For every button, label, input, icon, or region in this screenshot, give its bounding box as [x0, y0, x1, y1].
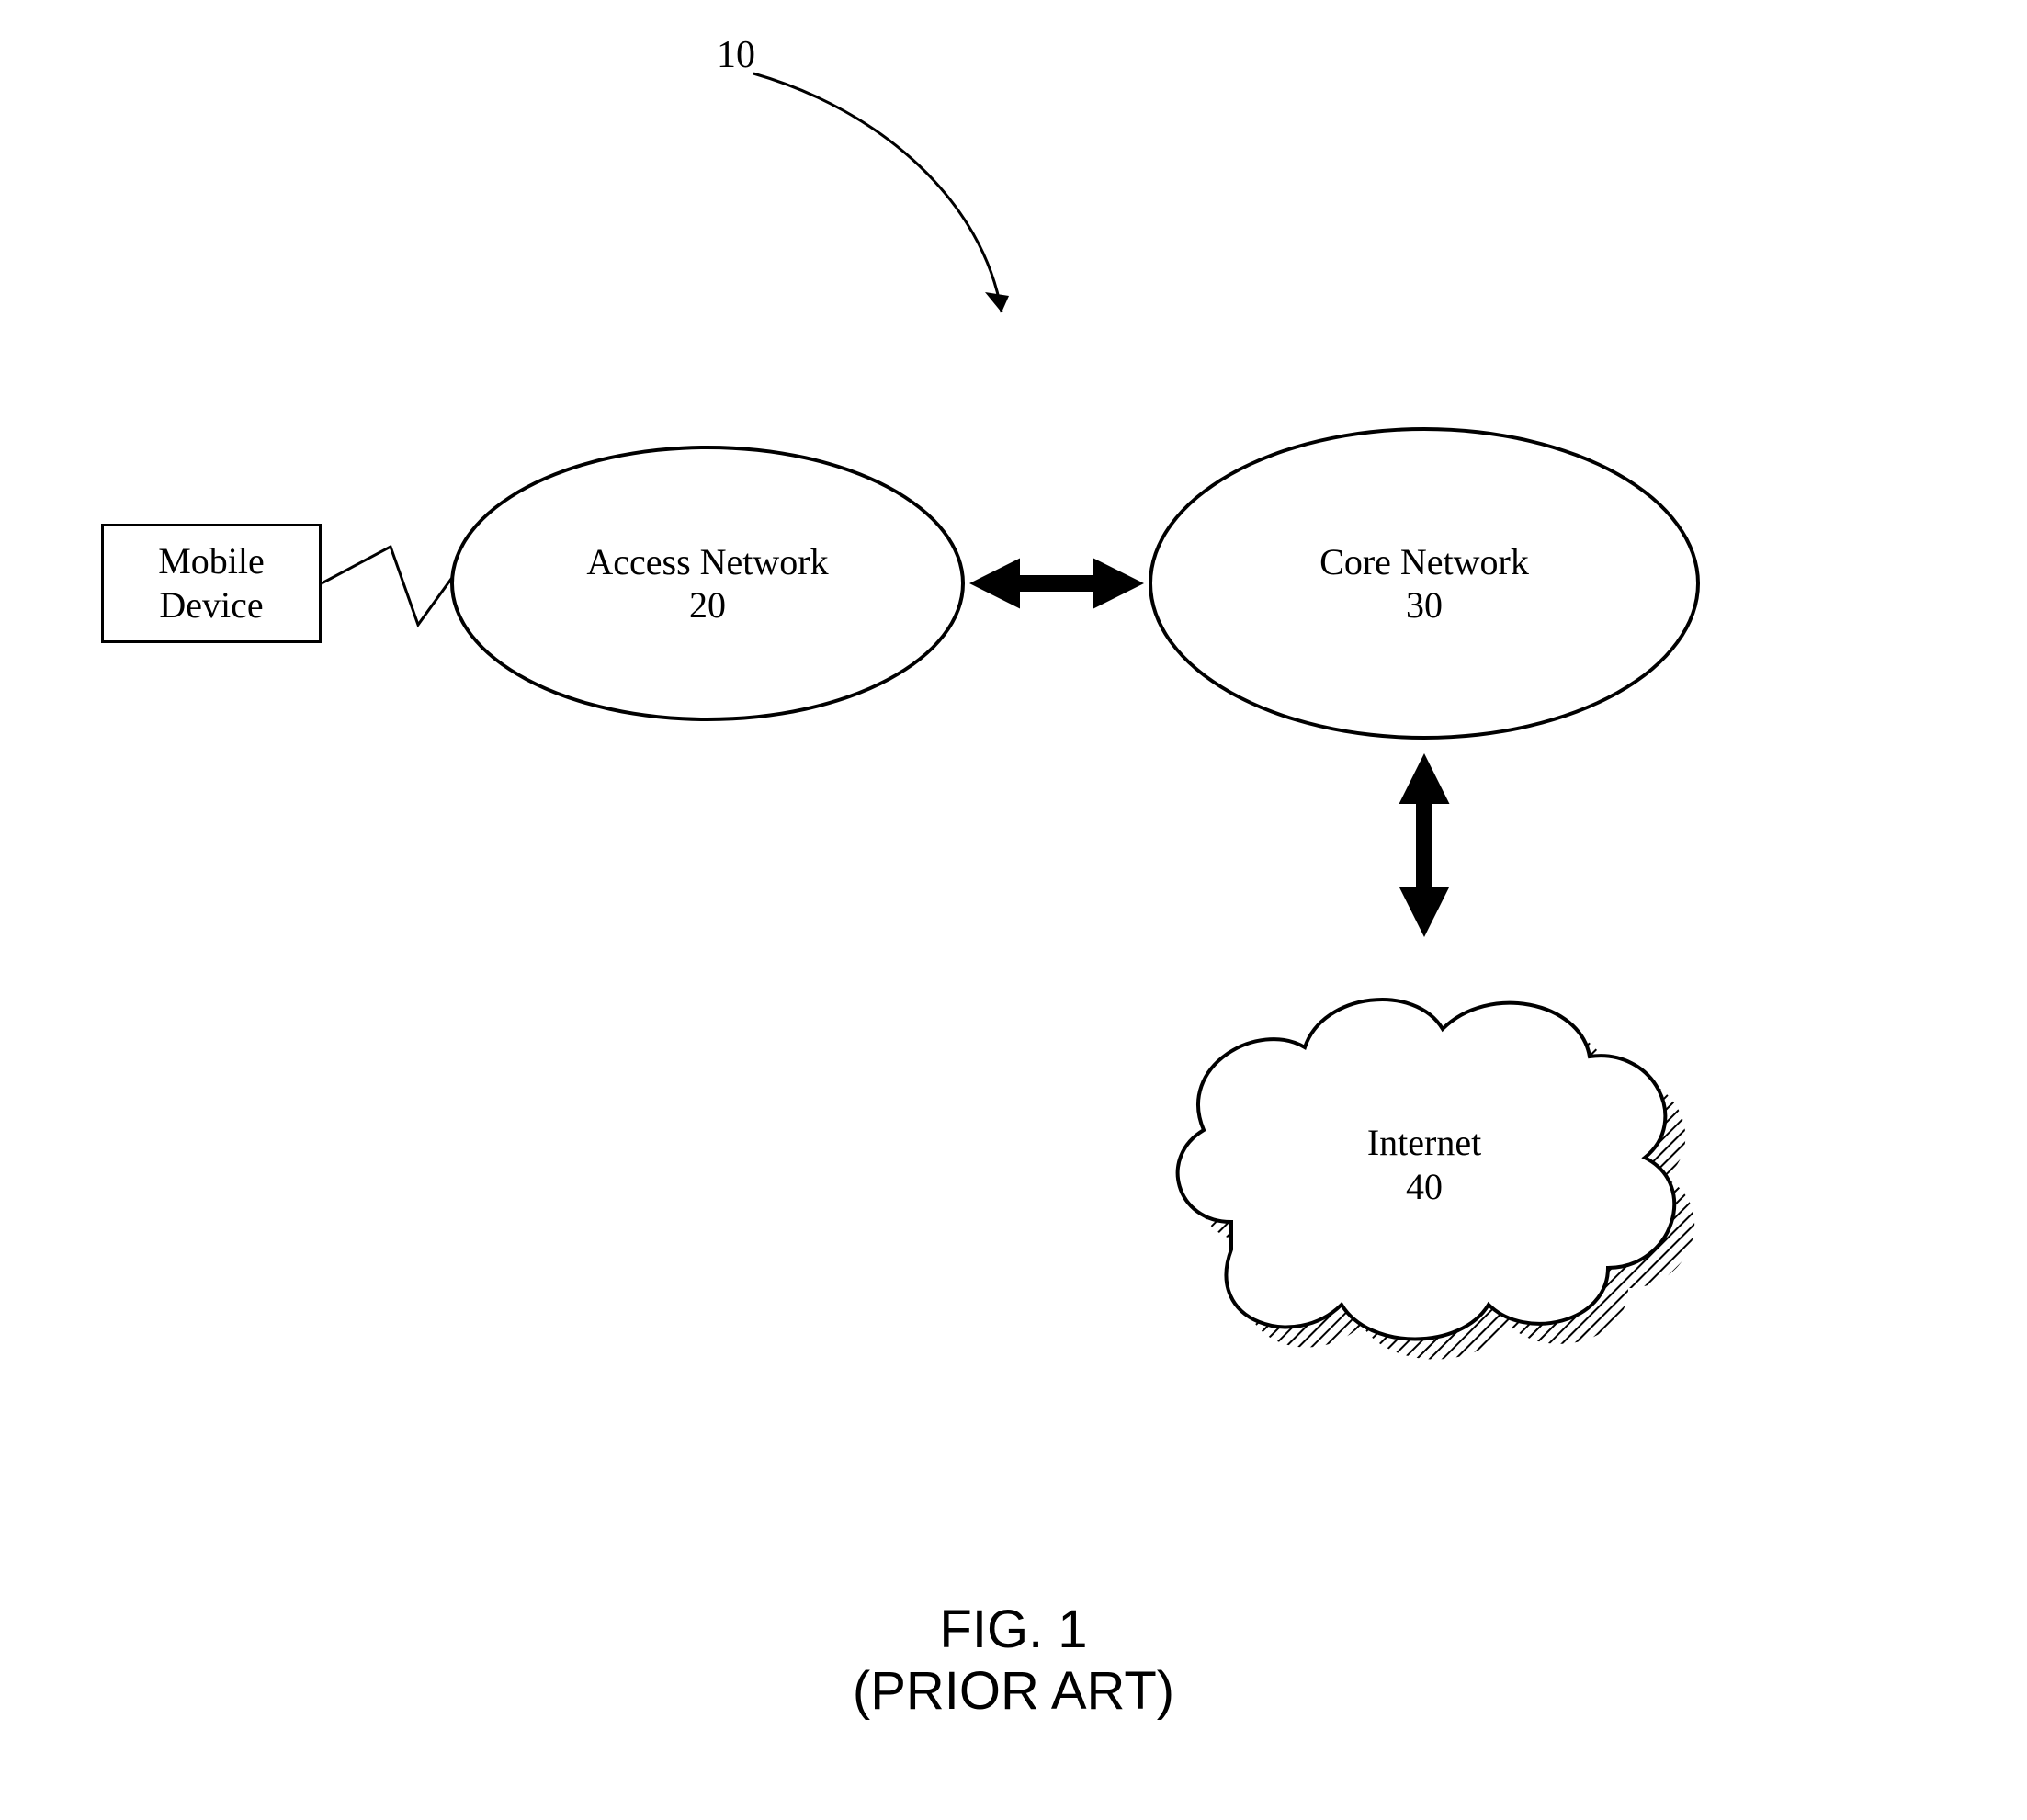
ref-number-10: 10 [717, 32, 755, 78]
ref-arrow [753, 73, 1009, 312]
double-arrow-vertical-icon [1399, 753, 1450, 937]
figure-caption: FIG. 1 (PRIOR ART) [738, 1599, 1289, 1722]
access-network-label-2: 20 [689, 583, 726, 627]
mobile-device-box: Mobile Device [101, 524, 322, 643]
access-network-node: Access Network 20 [450, 446, 965, 721]
double-arrow-horizontal-icon [969, 559, 1144, 609]
internet-label: Internet 40 [1314, 1121, 1534, 1209]
mobile-device-label-1: Mobile [158, 539, 265, 583]
internet-label-1: Internet [1314, 1121, 1534, 1165]
svg-layer [0, 0, 2027, 1820]
mobile-device-label-2: Device [158, 583, 265, 627]
core-network-label-2: 30 [1406, 583, 1443, 627]
figure-caption-line2: (PRIOR ART) [738, 1660, 1289, 1722]
core-network-node: Core Network 30 [1149, 427, 1700, 740]
figure-caption-line1: FIG. 1 [738, 1599, 1289, 1660]
access-network-label-1: Access Network [586, 540, 828, 583]
core-network-label-1: Core Network [1319, 540, 1529, 583]
internet-label-2: 40 [1314, 1165, 1534, 1209]
diagram-canvas: 10 Mobile Device Access Network 20 [0, 0, 2027, 1820]
